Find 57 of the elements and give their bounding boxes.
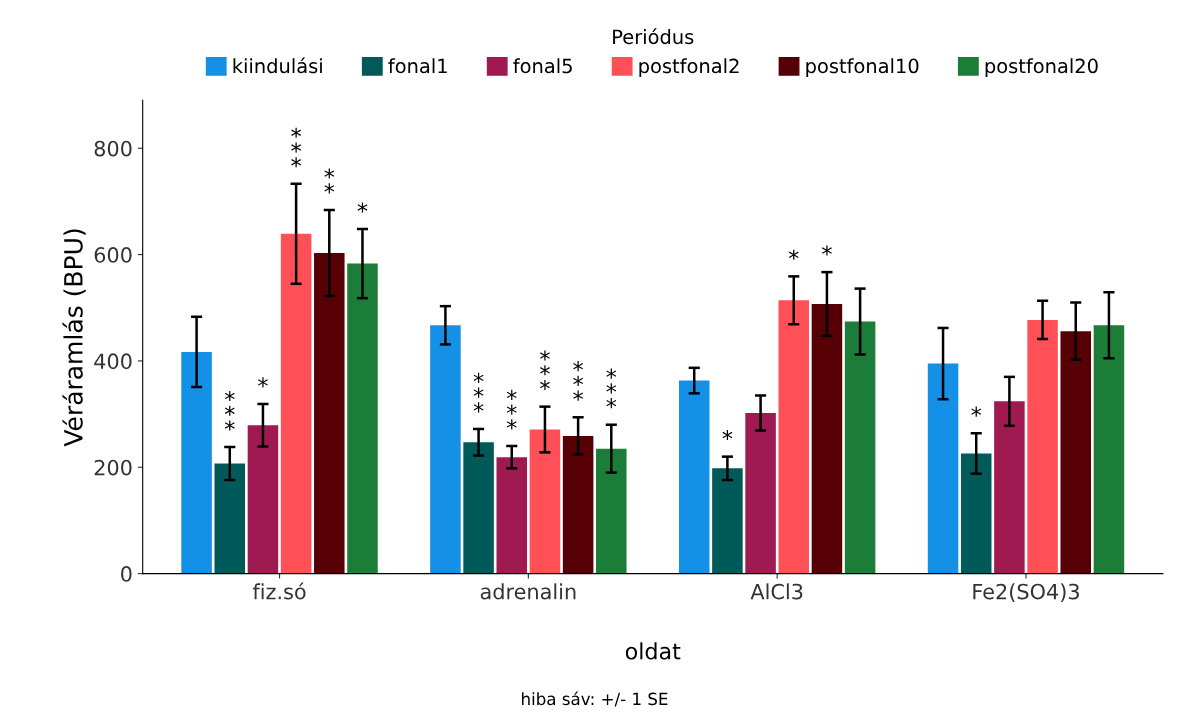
data-label: * bbox=[788, 249, 799, 260]
y-tick-label: 400 bbox=[94, 353, 132, 370]
bar bbox=[529, 429, 561, 574]
legend-label: fonal5 bbox=[513, 58, 572, 74]
bar bbox=[745, 413, 776, 574]
y-tick-label: 200 bbox=[94, 459, 132, 476]
x-tick-label: fiz.só bbox=[252, 582, 306, 600]
y-axis-title: Véráramlás (BPU) bbox=[62, 229, 86, 447]
text: hiba sáv: +/- 1 SE bbox=[522, 691, 668, 707]
y-tick-label: 600 bbox=[94, 247, 132, 263]
y-tick-label: 0 bbox=[121, 566, 132, 582]
data-label: *** bbox=[573, 361, 584, 401]
legend-label: postfonal2 bbox=[639, 58, 739, 78]
bar bbox=[314, 252, 345, 574]
bar bbox=[1093, 325, 1125, 574]
x-tick-label: AlCl3 bbox=[750, 583, 803, 600]
bar bbox=[960, 453, 992, 574]
bar bbox=[463, 442, 494, 574]
bar bbox=[430, 325, 461, 574]
bar bbox=[1027, 319, 1058, 574]
bar bbox=[778, 300, 810, 574]
data-label: *** bbox=[473, 372, 484, 413]
bar bbox=[844, 321, 876, 574]
bar bbox=[596, 448, 627, 574]
data-label: *** bbox=[540, 350, 550, 391]
bar bbox=[247, 425, 279, 574]
data-label: ** bbox=[324, 168, 335, 194]
data-label: *** bbox=[224, 390, 235, 431]
bar bbox=[562, 435, 594, 574]
bar bbox=[1060, 331, 1092, 574]
bar bbox=[181, 351, 212, 574]
bar bbox=[927, 363, 959, 574]
x-axis-title: oldat bbox=[625, 642, 681, 660]
legend-label: kiindulási bbox=[233, 57, 322, 74]
bar bbox=[496, 457, 528, 574]
bar bbox=[994, 401, 1025, 574]
x-tick-label: adrenalin bbox=[480, 583, 576, 600]
data-label: * bbox=[258, 377, 268, 388]
legend-label: postfonal10 bbox=[806, 58, 919, 78]
bar bbox=[214, 463, 246, 574]
bar bbox=[811, 304, 843, 574]
data-label: * bbox=[822, 245, 832, 256]
y-tick-label: 800 bbox=[94, 140, 132, 157]
legend-label: fonal1 bbox=[388, 58, 447, 74]
data-label: *** bbox=[291, 127, 302, 168]
data-label: * bbox=[971, 406, 982, 417]
bar bbox=[678, 380, 710, 574]
bar bbox=[280, 233, 312, 574]
bar bbox=[712, 468, 743, 574]
data-label: *** bbox=[506, 389, 517, 430]
legend-title: Periódus bbox=[613, 28, 694, 45]
data-label: * bbox=[722, 429, 733, 441]
x-tick-label: Fe2(SO4)3 bbox=[973, 583, 1079, 602]
legend-label: postfonal20 bbox=[985, 58, 1098, 78]
data-label: * bbox=[357, 202, 368, 213]
bar bbox=[347, 263, 378, 574]
data-label: *** bbox=[606, 368, 617, 409]
